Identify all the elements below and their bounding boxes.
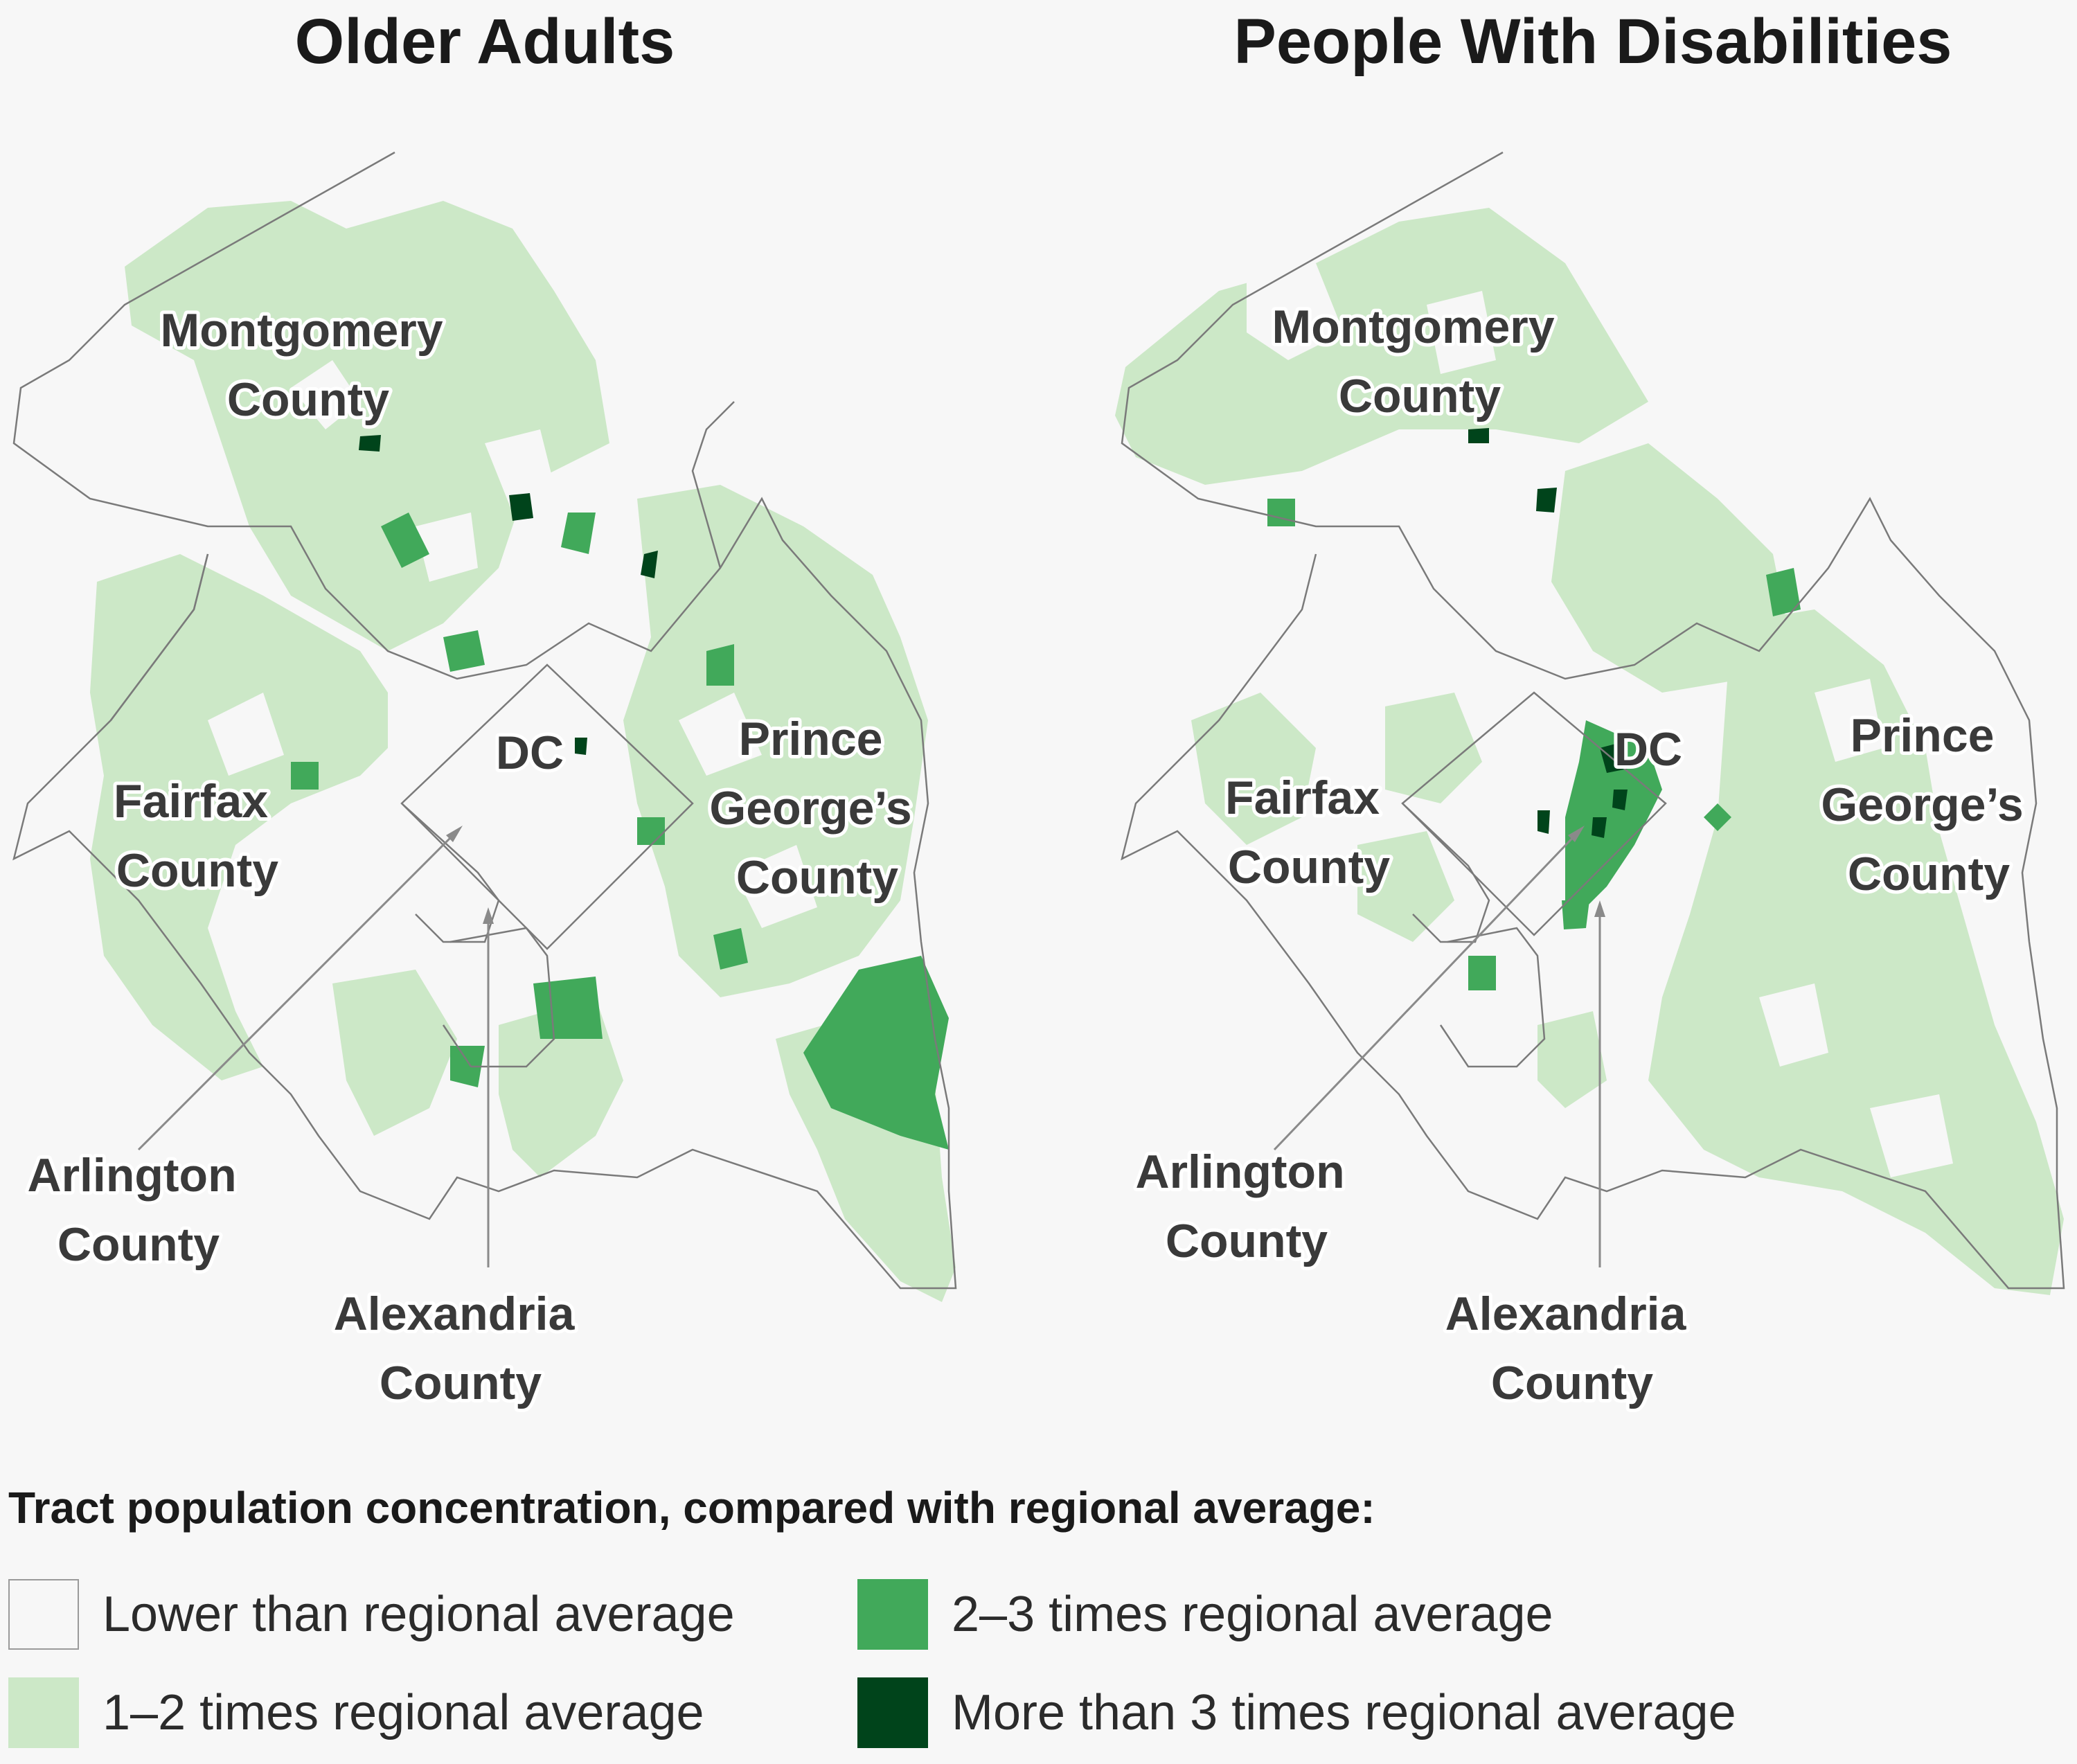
dc-label: DC: [496, 727, 564, 779]
alexandria-label: Alexandria County: [334, 1288, 588, 1409]
legend-swatch: [857, 1677, 928, 1748]
legend-swatch: [857, 1579, 928, 1650]
montgomery-label: Montgomery County: [161, 304, 456, 426]
county-outlines: [12, 151, 957, 1290]
callouts: [1273, 826, 1605, 1267]
older-adults-title: Older Adults: [294, 6, 675, 77]
medium-tracts: [291, 513, 949, 1150]
fairfax-label: Fairfax County: [114, 775, 281, 897]
dark-tracts: [359, 435, 658, 755]
alexandria-label: Alexandria County: [1445, 1288, 1700, 1409]
disabilities-map: Montgomery County DC Prince George’s Cou…: [1115, 151, 2065, 1413]
prince-georges-label: Prince George’s County: [709, 713, 925, 904]
callouts: [137, 826, 494, 1267]
legend-item-2-3x: 2–3 times regional average: [857, 1576, 1553, 1652]
dc-label: DC: [1614, 723, 1682, 776]
disabilities-title: People With Disabilities: [1233, 6, 1952, 77]
older-adults-map: Montgomery County DC Prince George’s Cou…: [12, 151, 957, 1413]
white-tract-gaps: [208, 360, 817, 928]
legend-item-lower: Lower than regional average: [8, 1576, 735, 1652]
county-outlines: [1121, 151, 2065, 1290]
legend-title: Tract population concentration, compared…: [8, 1483, 1375, 1533]
light-tracts: [1115, 208, 2064, 1295]
montgomery-label: Montgomery County: [1272, 301, 1568, 422]
arlington-label: Arlington County: [1135, 1146, 1357, 1267]
legend-item-1-2x: 1–2 times regional average: [8, 1675, 704, 1751]
legend-label: More than 3 times regional average: [952, 1685, 1736, 1740]
arlington-label: Arlington County: [27, 1149, 249, 1271]
dark-tracts: [1468, 428, 1628, 838]
medium-tracts: [1267, 499, 1801, 990]
fairfax-label: Fairfax County: [1225, 772, 1393, 893]
county-labels: Montgomery County DC Prince George’s Cou…: [24, 301, 925, 1413]
legend-swatch: [8, 1579, 79, 1650]
legend-item-3x-plus: More than 3 times regional average: [857, 1675, 1736, 1751]
legend-swatch: [8, 1677, 79, 1748]
legend-label: 1–2 times regional average: [102, 1685, 704, 1740]
county-labels: Montgomery County DC Prince George’s Cou…: [1132, 297, 2036, 1413]
legend-label: Lower than regional average: [102, 1587, 735, 1642]
prince-georges-label: Prince George’s County: [1821, 709, 2036, 900]
legend-label: 2–3 times regional average: [952, 1587, 1553, 1642]
white-tract-gaps: [1247, 263, 1953, 1177]
